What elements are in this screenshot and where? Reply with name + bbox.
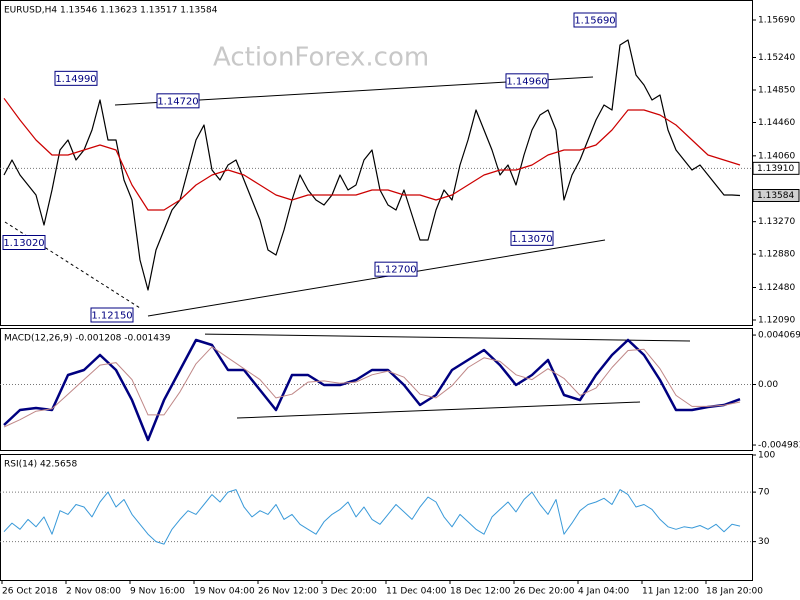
y-tick-label: 1.14460 [758, 118, 795, 128]
y-tick-label: 1.12090 [758, 316, 795, 326]
y-tick-label: 1.14850 [758, 86, 795, 96]
series-line [3, 97, 741, 211]
annotation-box [2, 235, 46, 250]
annotation-label: 1.14990 [55, 74, 96, 85]
annotation-label: 1.14960 [506, 76, 547, 87]
x-tick-label: 19 Nov 04:00 [194, 587, 255, 597]
annotation-box [510, 230, 554, 246]
trendline [147, 239, 606, 317]
annotation-label: 1.12150 [91, 311, 132, 322]
y-tick-label: 1.12880 [758, 250, 795, 260]
series-line [3, 338, 741, 442]
annotation-box [156, 93, 200, 109]
y-tick-label: 1.13270 [758, 217, 795, 227]
annotation-box [505, 73, 549, 89]
axis-marker [752, 189, 800, 202]
trendline [236, 401, 641, 419]
annotation-box [374, 261, 418, 277]
series-line [3, 39, 741, 291]
x-tick-label: 18 Dec 12:00 [450, 587, 511, 597]
annotation-box [90, 307, 134, 323]
y-tick-label: -0.004981 [758, 441, 800, 451]
x-tick-label: 26 Nov 12:00 [258, 587, 319, 597]
panel-title: EURUSD,H4 1.13546 1.13623 1.13517 1.1358… [4, 6, 218, 16]
x-tick-label: 18 Jan 20:00 [706, 587, 763, 597]
y-tick-label: 1.15240 [758, 53, 795, 63]
y-tick-label: 100 [758, 450, 775, 460]
panel-title: MACD(12,26,9) -0.001208 -0.001439 [4, 334, 171, 344]
annotation-label: 1.15690 [574, 16, 615, 27]
x-tick-label: 26 Dec 20:00 [514, 587, 575, 597]
series-line [3, 489, 741, 545]
x-tick-label: 3 Dec 20:00 [322, 587, 377, 597]
y-tick-label: 70 [758, 488, 770, 498]
annotation-label: 1.13070 [511, 234, 552, 245]
y-tick-label: 0.004069 [758, 331, 800, 341]
x-tick-label: 4 Jan 04:00 [578, 587, 630, 597]
x-tick-label: 11 Jan 12:00 [642, 587, 699, 597]
y-tick-label: 0.00 [758, 380, 778, 390]
panel-frame [0, 328, 753, 451]
x-tick-label: 11 Dec 04:00 [386, 587, 447, 597]
panel-frame [0, 454, 753, 581]
axis-marker-label: 1.13584 [757, 191, 794, 201]
watermark: ActionForex.com [213, 43, 429, 73]
y-tick-label: 1.14060 [758, 151, 795, 161]
x-tick-label: 2 Nov 08:00 [66, 587, 121, 597]
trendline [204, 333, 691, 342]
x-tick-label: 26 Oct 2018 [2, 587, 58, 597]
panel-title: RSI(14) 42.5658 [4, 460, 77, 470]
y-tick-label: 1.15690 [758, 16, 795, 26]
axis-marker [752, 161, 800, 175]
y-tick-label: 1.12480 [758, 283, 795, 293]
series-line [3, 346, 741, 428]
annotation-box [54, 70, 98, 86]
annotation-label: 1.13020 [3, 238, 44, 249]
axis-marker-label: 1.13910 [757, 164, 794, 174]
annotation-label: 1.12700 [375, 265, 416, 276]
y-tick-label: 30 [758, 537, 770, 547]
annotation-box [573, 12, 617, 28]
x-tick-label: 9 Nov 16:00 [130, 587, 185, 597]
annotation-label: 1.14720 [157, 96, 198, 107]
